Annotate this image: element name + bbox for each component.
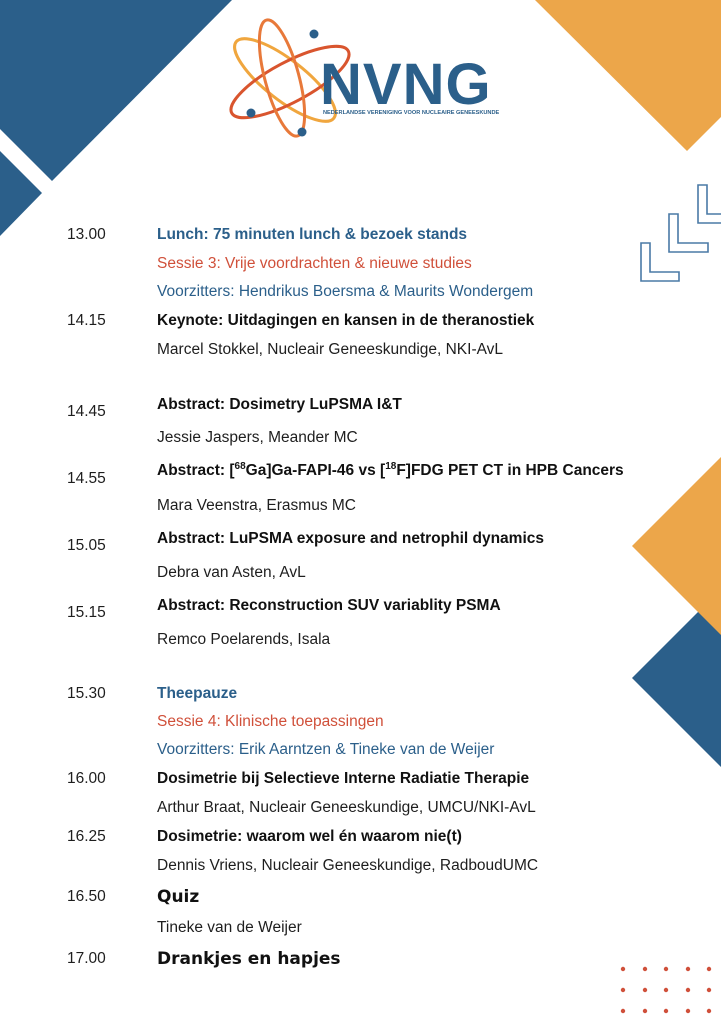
time-label: 14.15 <box>67 312 106 329</box>
talk-title: Abstract: Dosimetry LuPSMA I&T <box>157 396 402 413</box>
right-orange-diamond <box>632 457 721 635</box>
time-label: 15.30 <box>67 685 106 702</box>
talk-title: Keynote: Uitdagingen en kansen in de the… <box>157 312 535 329</box>
session-title: Sessie 4: Klinische toepassingen <box>157 713 384 730</box>
session-title: Sessie 3: Vrije voordrachten & nieuwe st… <box>157 255 472 272</box>
top-left-blue-shape <box>0 0 232 181</box>
nvng-logo <box>229 18 351 138</box>
speaker: Jessie Jaspers, Meander MC <box>157 429 358 446</box>
corner-brackets-icon <box>640 184 721 282</box>
time-label: 16.25 <box>67 828 106 845</box>
top-left-blue-triangle <box>0 151 42 236</box>
talk-title: Abstract: LuPSMA exposure and netrophil … <box>157 530 544 547</box>
talk-title: Abstract: Reconstruction SUV variablity … <box>157 597 501 614</box>
drinks-title: Drankjes en hapjes <box>157 949 341 969</box>
speaker: Remco Poelarends, Isala <box>157 631 331 648</box>
time-label: 16.00 <box>67 770 106 787</box>
lunch-title: Lunch: 75 minuten lunch & bezoek stands <box>157 226 468 243</box>
session-chairs: Voorzitters: Hendrikus Boersma & Maurits… <box>157 283 534 300</box>
right-blue-diamond <box>632 589 721 767</box>
atom-icon <box>229 18 351 138</box>
break-title: Theepauze <box>157 685 238 702</box>
time-label: 13.00 <box>67 226 106 243</box>
time-label: 14.55 <box>67 470 106 487</box>
time-label: 15.05 <box>67 537 106 554</box>
time-label: 17.00 <box>67 950 106 967</box>
talk-title: Dosimetrie: waarom wel én waarom nie(t) <box>157 828 462 845</box>
speaker: Marcel Stokkel, Nucleair Geneeskundige, … <box>157 341 504 358</box>
top-right-orange-shape <box>535 0 721 151</box>
time-label: 15.15 <box>67 604 106 621</box>
quiz-title: Quiz <box>157 887 200 907</box>
talk-title: Dosimetrie bij Selectieve Interne Radiat… <box>157 770 530 787</box>
speaker: Arthur Braat, Nucleair Geneeskundige, UM… <box>157 799 536 816</box>
speaker: Tineke van de Weijer <box>157 919 302 936</box>
session-chairs: Voorzitters: Erik Aarntzen & Tineke van … <box>157 741 495 758</box>
talk-title: Abstract: [68Ga]Ga-FAPI-46 vs [18F]FDG P… <box>157 460 624 479</box>
time-label: 14.45 <box>67 403 106 420</box>
speaker: Mara Veenstra, Erasmus MC <box>157 497 356 514</box>
speaker: Debra van Asten, AvL <box>157 564 306 581</box>
logo-subtitle: NEDERLANDSE VERENIGING VOOR NUCLEAIRE GE… <box>323 110 500 116</box>
speaker: Dennis Vriens, Nucleair Geneeskundige, R… <box>157 857 539 874</box>
logo-wordmark: NVNG <box>320 52 492 117</box>
dot-grid <box>620 966 712 1014</box>
time-label: 16.50 <box>67 888 106 905</box>
